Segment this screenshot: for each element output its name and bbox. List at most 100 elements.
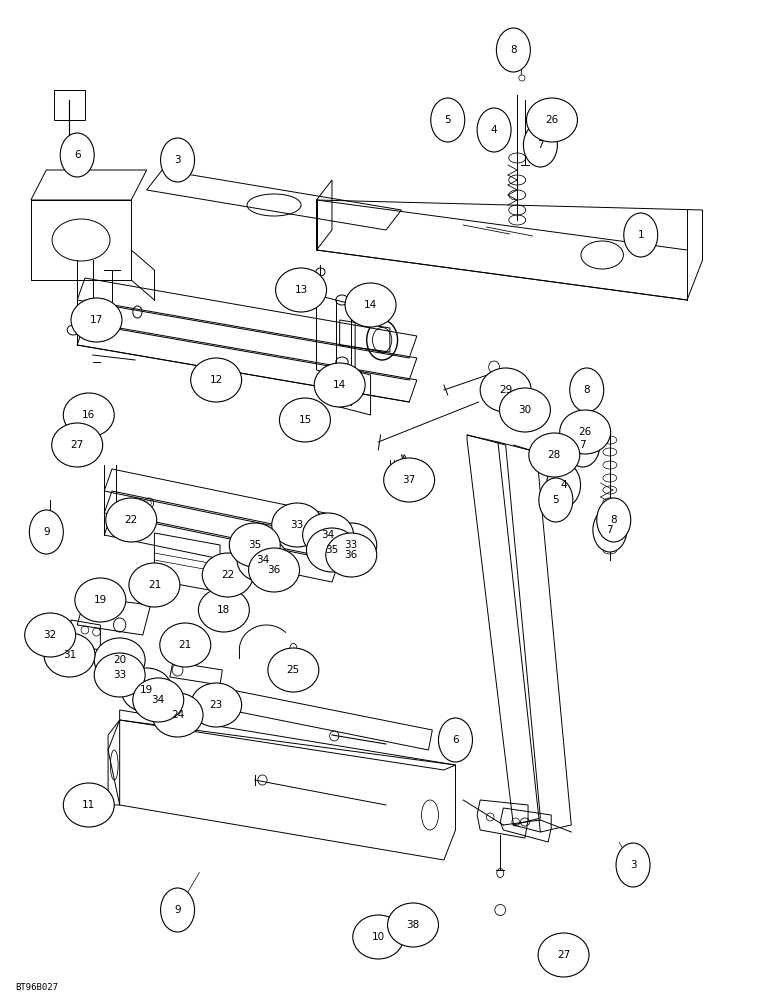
Text: 20: 20 bbox=[113, 655, 127, 665]
Text: 5: 5 bbox=[553, 495, 559, 505]
Text: 34: 34 bbox=[321, 530, 335, 540]
Text: BT96B027: BT96B027 bbox=[15, 983, 59, 992]
Circle shape bbox=[597, 498, 631, 542]
Text: 32: 32 bbox=[43, 630, 57, 640]
Ellipse shape bbox=[25, 613, 76, 657]
Text: 3: 3 bbox=[174, 155, 181, 165]
Text: 34: 34 bbox=[151, 695, 165, 705]
Text: 4: 4 bbox=[491, 125, 497, 135]
Circle shape bbox=[539, 478, 573, 522]
Text: 33: 33 bbox=[290, 520, 304, 530]
Text: 5: 5 bbox=[445, 115, 451, 125]
Ellipse shape bbox=[44, 633, 95, 677]
Text: 22: 22 bbox=[221, 570, 235, 580]
Circle shape bbox=[523, 123, 557, 167]
Ellipse shape bbox=[249, 548, 300, 592]
Circle shape bbox=[570, 368, 604, 412]
Text: 27: 27 bbox=[557, 950, 571, 960]
Text: 11: 11 bbox=[82, 800, 96, 810]
Circle shape bbox=[566, 423, 600, 467]
Ellipse shape bbox=[268, 648, 319, 692]
Text: 17: 17 bbox=[90, 315, 103, 325]
Text: 24: 24 bbox=[171, 710, 185, 720]
Ellipse shape bbox=[63, 393, 114, 437]
Circle shape bbox=[616, 843, 650, 887]
Text: 33: 33 bbox=[344, 540, 358, 550]
Text: 35: 35 bbox=[325, 545, 339, 555]
Circle shape bbox=[438, 718, 472, 762]
Ellipse shape bbox=[152, 693, 203, 737]
Text: 28: 28 bbox=[547, 450, 561, 460]
Text: 30: 30 bbox=[518, 405, 532, 415]
Text: 6: 6 bbox=[74, 150, 80, 160]
Ellipse shape bbox=[326, 533, 377, 577]
Ellipse shape bbox=[52, 423, 103, 467]
Text: 3: 3 bbox=[630, 860, 636, 870]
Text: 35: 35 bbox=[248, 540, 262, 550]
Ellipse shape bbox=[94, 638, 145, 682]
Circle shape bbox=[624, 213, 658, 257]
Ellipse shape bbox=[191, 358, 242, 402]
Ellipse shape bbox=[229, 523, 280, 567]
Text: 36: 36 bbox=[267, 565, 281, 575]
Ellipse shape bbox=[303, 513, 354, 557]
Text: 8: 8 bbox=[510, 45, 516, 55]
Circle shape bbox=[161, 888, 195, 932]
Ellipse shape bbox=[499, 388, 550, 432]
Text: 37: 37 bbox=[402, 475, 416, 485]
Circle shape bbox=[547, 463, 581, 507]
Text: 1: 1 bbox=[638, 230, 644, 240]
Text: 13: 13 bbox=[294, 285, 308, 295]
Circle shape bbox=[477, 108, 511, 152]
Text: 6: 6 bbox=[452, 735, 459, 745]
Text: 38: 38 bbox=[406, 920, 420, 930]
Ellipse shape bbox=[63, 783, 114, 827]
Text: 15: 15 bbox=[298, 415, 312, 425]
Ellipse shape bbox=[384, 458, 435, 502]
Circle shape bbox=[593, 508, 627, 552]
Ellipse shape bbox=[129, 563, 180, 607]
Text: 14: 14 bbox=[364, 300, 378, 310]
Ellipse shape bbox=[345, 283, 396, 327]
Ellipse shape bbox=[198, 588, 249, 632]
Text: 26: 26 bbox=[578, 427, 592, 437]
Text: 23: 23 bbox=[209, 700, 223, 710]
Text: 36: 36 bbox=[344, 550, 358, 560]
Ellipse shape bbox=[388, 903, 438, 947]
Text: 16: 16 bbox=[82, 410, 96, 420]
Ellipse shape bbox=[121, 668, 172, 712]
Ellipse shape bbox=[279, 398, 330, 442]
Ellipse shape bbox=[106, 498, 157, 542]
Ellipse shape bbox=[237, 538, 288, 582]
Circle shape bbox=[431, 98, 465, 142]
Text: 14: 14 bbox=[333, 380, 347, 390]
Text: 21: 21 bbox=[147, 580, 161, 590]
Ellipse shape bbox=[276, 268, 327, 312]
Text: 7: 7 bbox=[580, 440, 586, 450]
Text: 34: 34 bbox=[256, 555, 269, 565]
Text: 31: 31 bbox=[63, 650, 76, 660]
Text: 8: 8 bbox=[611, 515, 617, 525]
Ellipse shape bbox=[160, 623, 211, 667]
Text: 18: 18 bbox=[217, 605, 231, 615]
Ellipse shape bbox=[75, 578, 126, 622]
Text: 33: 33 bbox=[113, 670, 127, 680]
Text: 8: 8 bbox=[584, 385, 590, 395]
Ellipse shape bbox=[560, 410, 611, 454]
Text: 21: 21 bbox=[178, 640, 192, 650]
Text: 22: 22 bbox=[124, 515, 138, 525]
Ellipse shape bbox=[272, 503, 323, 547]
Text: 7: 7 bbox=[537, 140, 543, 150]
Ellipse shape bbox=[314, 363, 365, 407]
Text: 29: 29 bbox=[499, 385, 513, 395]
Ellipse shape bbox=[306, 528, 357, 572]
Text: 7: 7 bbox=[607, 525, 613, 535]
Ellipse shape bbox=[480, 368, 531, 412]
Text: 25: 25 bbox=[286, 665, 300, 675]
Ellipse shape bbox=[353, 915, 404, 959]
Ellipse shape bbox=[94, 653, 145, 697]
Ellipse shape bbox=[133, 678, 184, 722]
Text: 26: 26 bbox=[545, 115, 559, 125]
Circle shape bbox=[161, 138, 195, 182]
Ellipse shape bbox=[71, 298, 122, 342]
